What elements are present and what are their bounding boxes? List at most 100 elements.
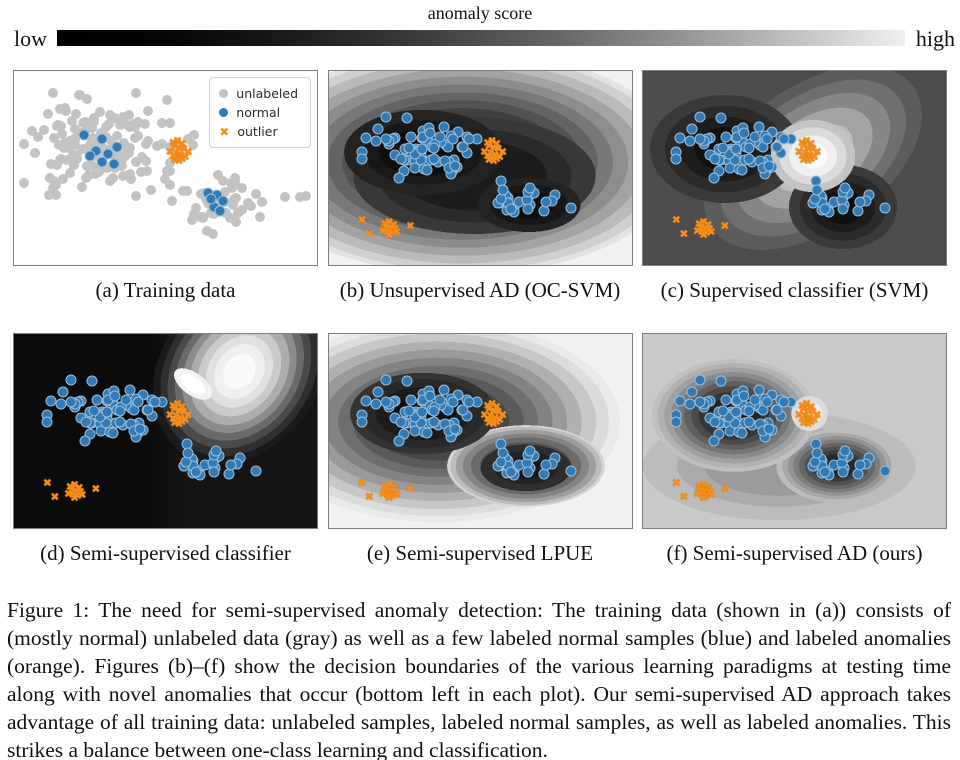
data-point-gray	[165, 117, 176, 128]
data-point-gray	[187, 214, 198, 225]
data-point-blue	[708, 172, 720, 183]
data-point-blue	[879, 465, 891, 477]
data-point-blue	[761, 133, 773, 145]
data-point-orange: ✖	[803, 417, 813, 431]
data-point-orange: ✖	[392, 488, 402, 502]
data-point-gray	[228, 193, 239, 204]
data-point-orange: ✖	[485, 409, 496, 423]
data-point-blue	[709, 416, 721, 428]
data-point-gray	[139, 118, 150, 129]
data-point-blue	[90, 145, 102, 157]
data-point-gray	[19, 139, 30, 150]
data-point-orange: ✖	[498, 408, 508, 421]
data-point-orange: ✖	[364, 490, 374, 504]
data-point-blue	[447, 396, 459, 408]
data-point-orange: ✖	[174, 141, 184, 155]
data-point-orange: ✖	[482, 136, 493, 150]
data-point-gray	[83, 169, 94, 180]
data-point-gray	[255, 211, 266, 222]
data-point-orange: ✖	[679, 490, 689, 504]
data-point-orange: ✖	[384, 215, 394, 229]
data-point-blue	[86, 375, 98, 387]
data-point-gray	[294, 191, 305, 202]
data-point-orange: ✖	[794, 145, 804, 159]
data-point-blue	[401, 375, 413, 387]
data-point-orange: ✖	[797, 399, 807, 413]
data-point-gray	[51, 190, 62, 201]
data-point-blue	[709, 153, 721, 165]
data-point-orange: ✖	[77, 488, 87, 502]
data-point-gray	[133, 117, 144, 128]
data-point-gray	[19, 178, 30, 188]
data-point-gray	[112, 130, 123, 141]
data-point-blue	[749, 131, 761, 143]
data-point-orange: ✖	[392, 225, 402, 239]
data-point-gray	[237, 183, 248, 194]
data-point-orange: ✖	[91, 482, 101, 496]
data-point-gray	[84, 120, 95, 131]
colorbar-gradient	[57, 30, 905, 46]
data-point-orange: ✖	[179, 142, 189, 156]
data-point-orange: ✖	[174, 154, 184, 168]
data-point-gray	[68, 160, 79, 171]
data-point-blue	[403, 142, 415, 154]
data-point-blue	[380, 111, 392, 123]
data-point-orange: ✖	[384, 491, 394, 505]
data-point-orange: ✖	[671, 213, 681, 227]
data-point-gray	[47, 88, 58, 99]
data-point-gray	[105, 175, 116, 186]
data-point-orange: ✖	[173, 413, 183, 427]
data-point-blue	[434, 131, 446, 143]
data-point-gray	[226, 183, 237, 194]
colorbar-row: low high	[0, 25, 960, 51]
data-point-gray	[110, 152, 121, 163]
data-point-blue	[761, 396, 773, 408]
data-point-orange: ✖	[76, 485, 86, 499]
data-point-gray	[88, 113, 99, 124]
data-point-blue	[837, 466, 849, 478]
data-point-orange: ✖	[42, 476, 52, 490]
data-point-gray	[56, 129, 67, 140]
data-point-gray	[101, 163, 112, 174]
data-point-orange: ✖	[495, 150, 505, 164]
data-point-blue	[505, 203, 517, 215]
plot-lpue: ✖ ✖ ✖ ✖ ✖ ✖ ✖ ✖ ✖ ✖ ✖ ✖ ✖ ✖ ✖ ✖ ✖ ✖ ✖ ✖ ✖ ✖ ✖ ✖ ✖ ✖ ✖ ✖ ✖ ✖	[327, 333, 633, 529]
data-point-orange: ✖	[692, 487, 703, 501]
data-point-orange: ✖	[797, 136, 807, 150]
data-point-gray	[142, 106, 153, 117]
data-point-gray	[121, 142, 132, 153]
colorbar-low-label: low	[14, 26, 47, 51]
data-point-blue	[109, 390, 121, 402]
data-point-orange: ✖	[384, 478, 394, 492]
data-point-blue	[114, 416, 126, 428]
data-point-orange: ✖	[479, 145, 490, 159]
subcaption-e: (e) Semi-supervised LPUE	[366, 541, 594, 565]
data-point-gray	[213, 170, 224, 181]
data-point-gray	[188, 208, 199, 219]
data-point-orange: ✖	[183, 408, 193, 421]
data-point-orange: ✖	[803, 154, 813, 168]
data-point-gray	[201, 226, 212, 237]
data-point-blue	[720, 394, 732, 405]
data-point-blue	[424, 127, 436, 139]
data-point-orange: ✖	[73, 489, 83, 503]
plot-legend: unlabeled normal ✖ outlier	[209, 77, 311, 148]
data-point-orange: ✖	[698, 478, 709, 492]
data-point-blue	[497, 184, 509, 196]
data-point-gray	[42, 108, 53, 119]
data-point-blue	[743, 416, 755, 428]
data-point-orange: ✖	[180, 150, 190, 164]
legend-item-normal: normal	[219, 103, 298, 122]
data-point-blue	[686, 386, 698, 398]
data-point-gray	[164, 165, 175, 176]
data-point-blue	[738, 390, 750, 402]
data-point-gray	[104, 118, 115, 129]
data-point-gray	[121, 119, 132, 130]
data-point-orange: ✖	[168, 149, 178, 163]
data-point-orange: ✖	[802, 413, 812, 427]
data-point-orange: ✖	[165, 145, 175, 159]
data-point-orange: ✖	[183, 145, 193, 158]
scatter-layer-b: ✖ ✖ ✖ ✖ ✖ ✖ ✖ ✖ ✖ ✖ ✖ ✖ ✖ ✖ ✖ ✖ ✖ ✖ ✖ ✖ ✖ ✖ ✖ ✖ ✖ ✖ ✖ ✖ ✖ ✖	[329, 71, 632, 265]
data-point-orange: ✖	[50, 490, 60, 504]
data-point-blue	[96, 133, 108, 145]
